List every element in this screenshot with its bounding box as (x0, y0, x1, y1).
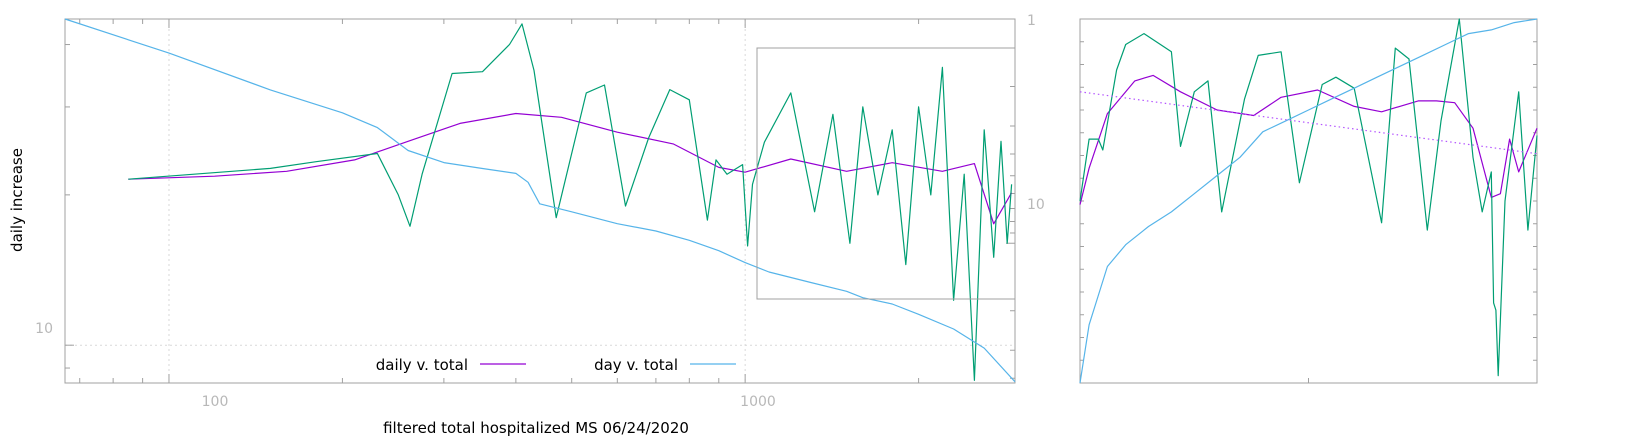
inset-series-line-4 (1079, 91, 1538, 155)
y-tick-label-right-10: 10 (1027, 197, 1045, 213)
axis-ticks (65, 18, 1015, 383)
inset-border (1079, 18, 1538, 384)
x-axis-title: filtered total hospitalized MS 06/24/202… (383, 419, 689, 437)
y-axis-title: daily increase (8, 148, 26, 252)
series-line-3 (64, 18, 1016, 383)
x-tick-label-100: 100 (202, 394, 229, 410)
zoom-region-box (756, 47, 1016, 300)
series-layer (64, 18, 1016, 383)
x-tick-label-1000: 1000 (740, 394, 776, 410)
plot-frame (64, 18, 1016, 384)
zoom-rectangle (756, 47, 1016, 300)
legend: daily v. total day v. total (376, 356, 736, 374)
y-tick-label-right-1: 1 (1027, 13, 1036, 29)
inset-series-line-1 (1079, 74, 1538, 205)
series-line-1 (128, 112, 1013, 225)
inset-series-layer (1079, 18, 1538, 384)
plot-border (64, 18, 1016, 384)
y-tick-label-left-10: 10 (35, 321, 53, 337)
legend-label-day-v-total: day v. total (594, 356, 678, 374)
inset-series-line-3 (1079, 18, 1538, 384)
legend-label-daily-v-total: daily v. total (376, 356, 468, 374)
inset-series-line-2 (1079, 18, 1538, 377)
series-line-2 (128, 23, 1013, 381)
grid-lines (65, 19, 1015, 383)
inset-plot-frame (1079, 18, 1538, 384)
